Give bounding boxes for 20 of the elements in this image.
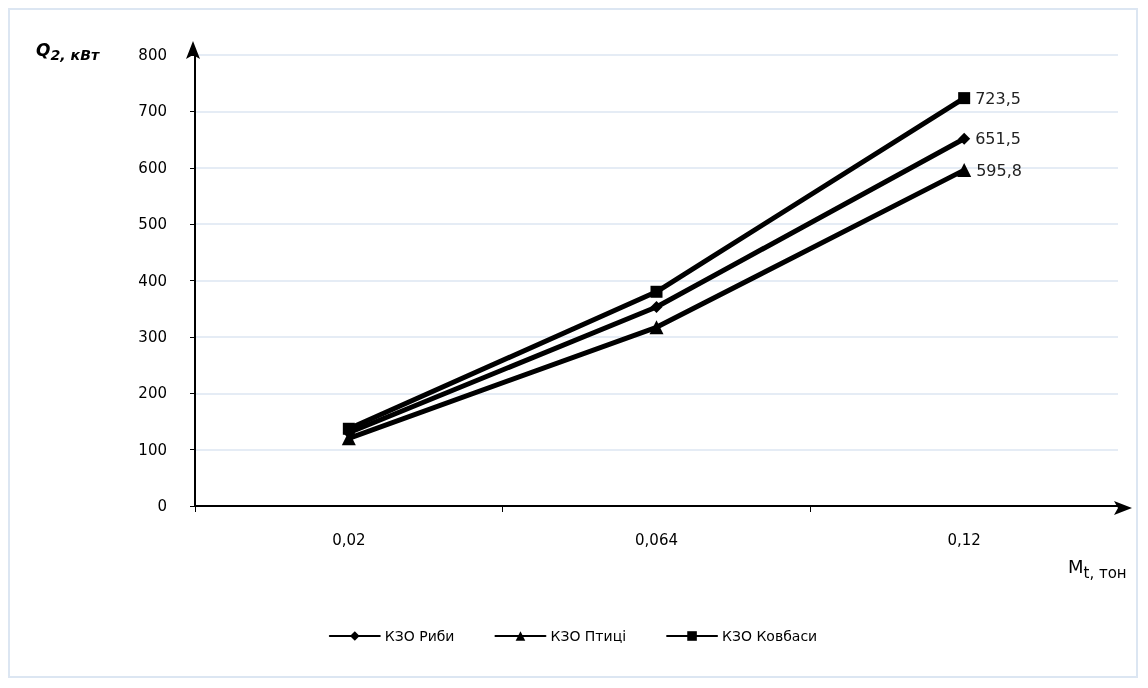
x-tick-label: 0,12: [947, 530, 981, 549]
y-tick-label: 200: [138, 384, 167, 403]
x-tick-label: 0,02: [332, 530, 366, 549]
data-label: 723,5: [975, 88, 1021, 108]
x-axis-title: M$_{t, тон}$: [1068, 556, 1127, 582]
data-label: 595,8: [976, 160, 1022, 180]
legend-label: КЗО Птиці: [550, 628, 627, 644]
y-tick-label: 700: [138, 102, 167, 121]
y-tick-label: 300: [138, 327, 167, 346]
x-tick-label: 0,064: [635, 530, 678, 549]
y-axis-title: Q$_{2, кВт}$: [36, 40, 100, 64]
legend-label: КЗО Риби: [384, 628, 455, 644]
y-tick-label: 500: [138, 215, 167, 234]
legend-label: КЗО Ковбаси: [722, 628, 818, 644]
y-tick-label: 100: [138, 440, 167, 459]
y-tick-label: 600: [138, 158, 167, 177]
data-label: 651,5: [975, 129, 1021, 149]
y-tick-label: 400: [138, 271, 167, 290]
y-tick-label: 0: [157, 497, 167, 515]
y-tick-label: 800: [138, 46, 167, 64]
